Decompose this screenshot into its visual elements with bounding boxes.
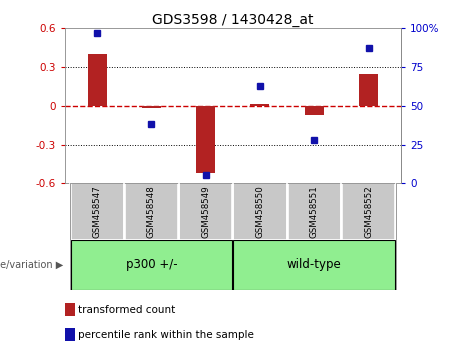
Text: GSM458548: GSM458548 (147, 185, 156, 238)
Bar (71, 183, 124, 240)
Text: percentile rank within the sample: percentile rank within the sample (78, 330, 254, 339)
Text: GSM458551: GSM458551 (310, 185, 319, 238)
Bar (233, 240, 395, 290)
Bar (125, 183, 178, 240)
Bar (233, 183, 287, 240)
Bar (142, 106, 161, 108)
Bar (342, 183, 395, 240)
Text: wild-type: wild-type (287, 258, 342, 272)
Bar (288, 183, 341, 240)
Bar (88, 54, 106, 106)
Text: GSM458552: GSM458552 (364, 185, 373, 238)
Text: GSM458550: GSM458550 (255, 185, 265, 238)
Text: transformed count: transformed count (78, 305, 176, 315)
Title: GDS3598 / 1430428_at: GDS3598 / 1430428_at (152, 13, 313, 27)
Text: genotype/variation ▶: genotype/variation ▶ (0, 260, 64, 270)
Bar (71, 240, 232, 290)
Text: GSM458549: GSM458549 (201, 185, 210, 238)
Bar (305, 106, 324, 115)
Text: GSM458547: GSM458547 (93, 185, 101, 238)
Bar (250, 104, 269, 106)
Bar (359, 74, 378, 106)
Bar (196, 106, 215, 173)
Bar (179, 183, 232, 240)
Text: p300 +/-: p300 +/- (125, 258, 177, 272)
